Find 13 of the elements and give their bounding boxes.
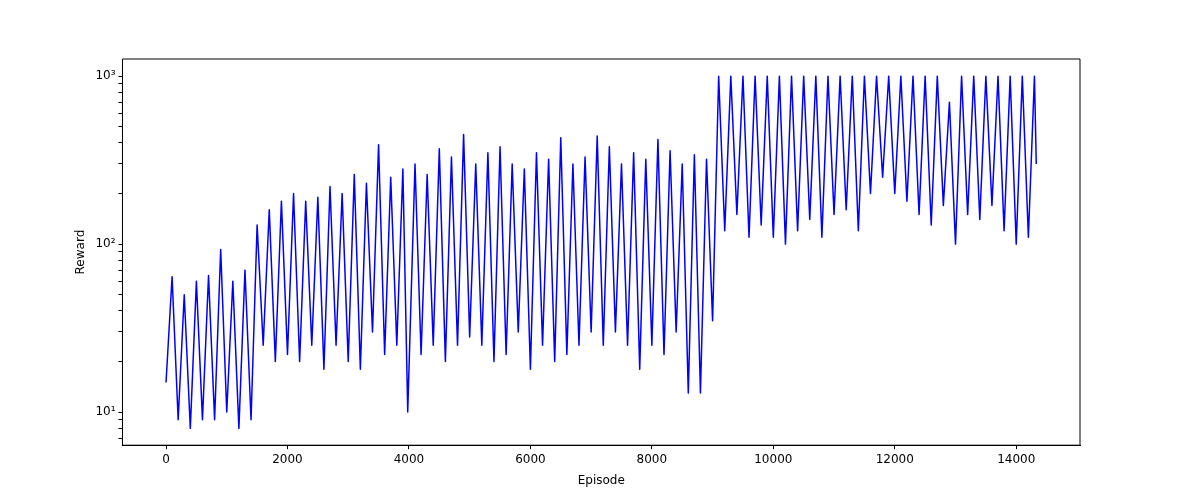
x-tick-label: 10000 <box>754 451 793 466</box>
x-tick-label: 8000 <box>636 451 668 466</box>
y-tick-label: 10² <box>95 236 116 251</box>
y-tick-label: 10¹ <box>95 404 116 419</box>
y-axis-title: Reward <box>73 229 88 275</box>
x-tick-label: 14000 <box>997 451 1036 466</box>
x-tick-label: 12000 <box>875 451 914 466</box>
y-tick-label: 10³ <box>95 68 116 83</box>
x-tick-label: 6000 <box>515 451 546 466</box>
x-tick-label: 2000 <box>272 451 303 466</box>
x-tick-label: 0 <box>162 451 170 466</box>
x-axis-title: Episode <box>577 472 625 487</box>
x-tick-label: 4000 <box>393 451 425 466</box>
